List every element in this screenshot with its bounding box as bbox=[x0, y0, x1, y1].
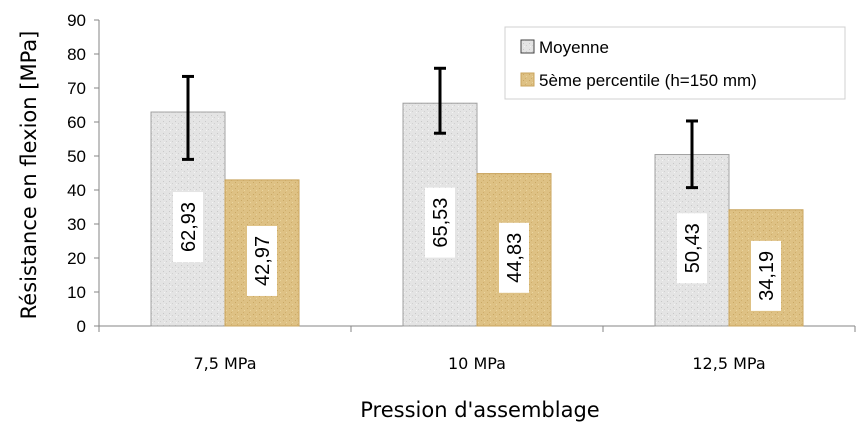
data-label: 65,53 bbox=[430, 198, 452, 248]
y-tick-label: 0 bbox=[77, 317, 86, 336]
legend-box bbox=[504, 26, 846, 100]
data-label-box bbox=[751, 240, 781, 311]
y-tick-label: 80 bbox=[67, 45, 86, 64]
data-label: 44,83 bbox=[504, 233, 526, 283]
y-tick-label: 20 bbox=[67, 249, 86, 268]
data-label: 42,97 bbox=[252, 236, 274, 286]
plot-area: 0 10 20 30 40 50 60 70 80 90 62,93 65,53 50,43 42,97 4… bbox=[67, 11, 856, 373]
y-tick-label: 10 bbox=[67, 283, 86, 302]
x-tick-label: 12,5 MPa bbox=[692, 354, 765, 373]
x-tick-label: 10 MPa bbox=[448, 354, 506, 373]
y-tick-label: 70 bbox=[67, 79, 86, 98]
data-label-box bbox=[499, 222, 529, 293]
legend-label: 5ème percentile (h=150 mm) bbox=[539, 71, 757, 90]
data-label: 62,93 bbox=[178, 202, 200, 252]
data-label: 50,43 bbox=[682, 223, 704, 273]
data-label: 34,19 bbox=[756, 251, 778, 301]
y-tick-label: 90 bbox=[67, 11, 86, 30]
legend-swatch-moyenne bbox=[520, 39, 535, 54]
data-label-box bbox=[247, 225, 277, 296]
y-tick-label: 40 bbox=[67, 181, 86, 200]
legend: Moyenne 5ème percentile (h=150 mm) bbox=[504, 26, 846, 100]
y-axis-title: Résistance en flexion [MPa] bbox=[17, 31, 41, 320]
y-tick-label: 50 bbox=[67, 147, 86, 166]
data-label-box bbox=[173, 192, 203, 263]
x-tick-label: 7,5 MPa bbox=[193, 354, 256, 373]
y-tick-label: 60 bbox=[67, 113, 86, 132]
legend-swatch-percentile bbox=[520, 72, 535, 87]
y-tick-label: 30 bbox=[67, 215, 86, 234]
data-label-box bbox=[425, 187, 455, 258]
x-axis-title: Pression d'assemblage bbox=[360, 398, 599, 422]
legend-label: Moyenne bbox=[539, 38, 609, 57]
data-label-box bbox=[677, 213, 707, 284]
